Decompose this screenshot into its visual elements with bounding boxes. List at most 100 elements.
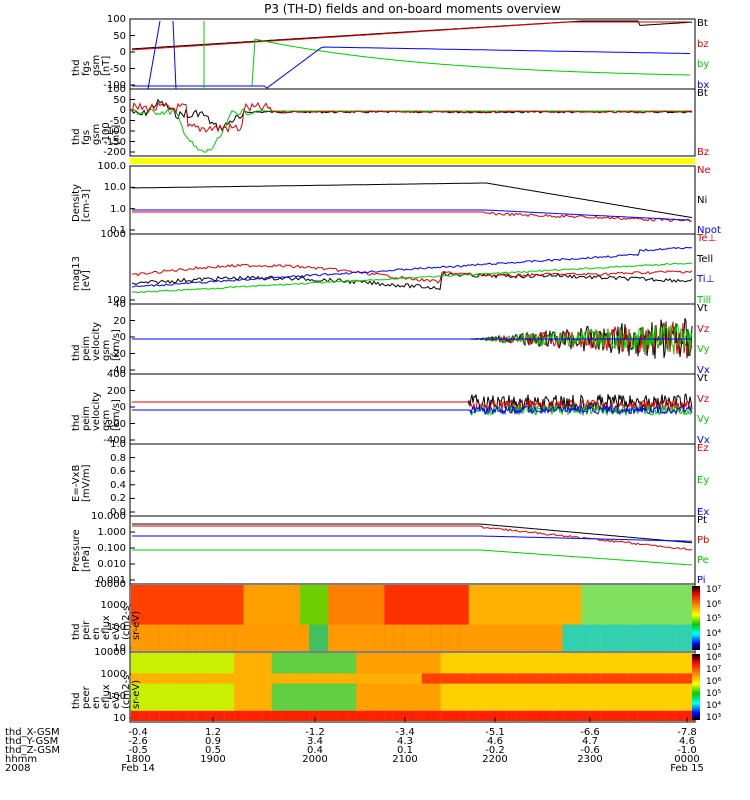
ion-spec-cell: [393, 585, 405, 651]
ion-spec-cell: [515, 585, 527, 651]
elec-spec-cell: [468, 653, 480, 721]
elec-spec-cell: [252, 673, 264, 684]
elec-spec-cell: [159, 673, 170, 684]
xaxis-tick-label: Feb 15: [670, 763, 704, 774]
ion-spec-cell: [365, 585, 376, 651]
elec-spec-cell: [206, 673, 217, 684]
elec-spec-cell: [384, 653, 395, 721]
elec-spec-cell: [609, 653, 620, 721]
elec-spec-cell: [224, 710, 236, 721]
ion-spec-cell: [590, 624, 602, 651]
ion-spec-cell: [393, 624, 405, 651]
panel-density: [129, 165, 696, 235]
ion-spec-cell: [534, 585, 545, 651]
ion-spec-cell: [403, 585, 414, 651]
ytick-label: 1.000: [97, 527, 126, 538]
elec-spec-cell: [262, 653, 273, 721]
ion-spec-cell: [628, 585, 639, 651]
ion-spec-cell: [356, 585, 367, 651]
elec-spec-cell: [206, 710, 217, 721]
elec-spec-cell: [637, 710, 649, 721]
ion-spec-cell: [618, 624, 630, 651]
elec-spec-cell: [572, 673, 583, 684]
ylabel-line: sr-eV): [131, 679, 142, 709]
xaxis-tick-label: 0.4: [307, 745, 323, 756]
elec-spec-cell: [656, 653, 667, 721]
ytick-label: 100: [106, 84, 126, 95]
elec-spec-cell: [609, 673, 620, 684]
ytick-label: -40: [109, 365, 126, 376]
elec-spec-cell: [149, 653, 161, 721]
elec-spec-cell: [421, 653, 433, 721]
xaxis-tick-label: 4.6: [487, 736, 503, 747]
elec-spec-cell: [215, 710, 226, 721]
ytick-label: -200: [103, 147, 126, 158]
ion-spec-cell: [665, 585, 677, 651]
ion-spec-cell: [290, 624, 301, 651]
elec-spec-cell: [309, 673, 320, 684]
elec-spec-cell: [506, 710, 517, 721]
elec-spec-cell: [234, 673, 245, 684]
ion-spec-cell: [506, 624, 517, 651]
colorbar-label: 10⁷: [706, 665, 722, 675]
elec-spec-cell: [356, 673, 367, 684]
ion-spec-cell: [337, 624, 348, 651]
ion-spec-cell: [177, 585, 189, 651]
ion-spec-cell: [196, 624, 208, 651]
xaxis-tick-label: 1.2: [205, 727, 221, 738]
elec-spec-cell: [299, 653, 311, 721]
ytick-label: 0.100: [97, 543, 126, 554]
panel-fgs: [129, 18, 696, 90]
elec-spec-cell: [262, 673, 273, 684]
ion-spec-cell: [403, 624, 414, 651]
elec-spec-cell: [684, 710, 695, 721]
elec-spec-cell: [600, 710, 611, 721]
xaxis-tick-label: Feb 14: [121, 763, 155, 774]
ytick-label: 10000: [94, 579, 126, 590]
xaxis-tick-label: -0.2: [485, 745, 505, 756]
ion-spec-cell: [609, 624, 620, 651]
elec-spec-cell: [440, 710, 452, 721]
elec-spec-cell: [374, 653, 386, 721]
ion-spec-cell: [468, 624, 480, 651]
elec-spec-cell: [525, 673, 536, 684]
elec-spec-cell: [590, 710, 602, 721]
ion-spec-cell: [271, 585, 283, 651]
elec-spec-cell: [581, 653, 592, 721]
elec-spec-cell: [543, 673, 555, 684]
ion-spec-cell: [159, 624, 170, 651]
elec-spec-cell: [234, 653, 245, 721]
ytick-label: 10.000: [91, 511, 126, 522]
ytick-label: 20: [113, 315, 126, 327]
pt-line: [132, 523, 693, 544]
elec-spec-cell: [525, 710, 536, 721]
ytick-label: 1000: [100, 669, 126, 680]
elec-spec-cell: [656, 673, 667, 684]
ion-spec-cell: [506, 585, 517, 651]
elec-spec-cell: [365, 673, 376, 684]
elec-spec-cell: [637, 673, 649, 684]
ion-spec-cell: [384, 585, 395, 651]
elec-spec-cell: [412, 710, 423, 721]
elec-spec-cell: [215, 673, 226, 684]
elec-spec-cell: [628, 710, 639, 721]
ion-spec-cell: [168, 624, 179, 651]
ytick-label: 1000: [100, 600, 126, 612]
elec-spec-cell: [374, 710, 386, 721]
ion-spec-cell: [224, 624, 236, 651]
elec-spec-cell: [196, 710, 208, 721]
xaxis-tick-label: 4.3: [397, 736, 413, 747]
ion-spec-cell: [590, 585, 602, 651]
legend-Vy: Vy: [697, 414, 710, 426]
ion-spec-cell: [374, 624, 386, 651]
elec-spec-cell: [131, 710, 142, 721]
ytick-label: 10000: [94, 647, 126, 658]
elec-spec-cell: [675, 653, 686, 721]
ion-spec-cell: [215, 585, 226, 651]
xaxis-tick-label: 2100: [392, 754, 418, 765]
ytick-label: 0: [119, 105, 126, 116]
ytick-label: 100: [106, 691, 126, 702]
elec-spec-cell: [506, 673, 517, 684]
elec-spec-cell: [393, 673, 405, 684]
ion-spec-cell: [252, 585, 264, 651]
